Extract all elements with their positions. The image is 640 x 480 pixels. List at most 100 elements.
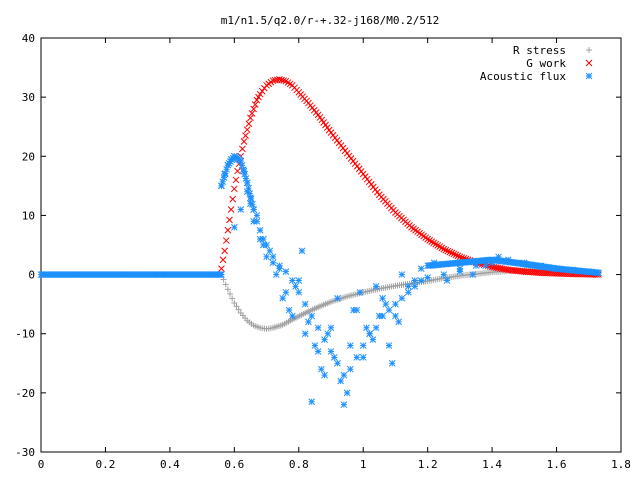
data-point [454,252,462,260]
data-point [250,105,258,113]
data-point [222,237,230,244]
data-point [233,303,240,310]
data-point [250,217,258,225]
data-point [263,253,270,261]
data-point [495,253,502,261]
data-point [346,365,354,373]
data-point [404,288,412,296]
data-point [334,359,341,367]
data-point [235,306,242,313]
data-point [288,277,296,284]
data-point [317,365,325,373]
data-point [253,217,261,225]
plot-frame [40,37,622,453]
data-point [256,226,264,234]
data-point [327,348,335,355]
data-point [250,206,258,213]
series-layer [37,76,602,409]
data-point [398,271,406,278]
data-point [238,162,246,169]
data-point [243,126,251,134]
data-point [242,175,250,182]
data-point [432,240,440,248]
data-point [500,265,508,273]
data-point [269,253,277,261]
data-point [219,256,227,264]
data-point [417,265,425,273]
data-point [301,300,309,308]
data-point [340,371,348,379]
data-point [311,342,319,349]
data-point [482,262,490,270]
data-point [242,132,249,139]
data-point [245,184,252,192]
data-point [392,312,399,320]
data-point [369,336,377,343]
data-point [218,182,225,190]
data-point [239,145,246,153]
data-point [372,283,380,290]
data-point [230,223,238,231]
data-point [452,251,460,259]
data-point [340,401,348,409]
y-tick-label: 10 [22,209,35,222]
data-point [224,161,232,169]
y-tick-label: 20 [22,150,35,163]
legend-label: R stress [513,44,566,57]
data-point [356,288,364,296]
data-point [385,342,393,349]
legend-marker [585,72,593,80]
data-point [243,179,251,187]
data-point [237,157,245,165]
data-point [288,312,296,320]
data-point [395,318,403,326]
data-point [424,274,432,281]
chart-title: m1/n1.5/q2.0/r-+.32-j168/M0.2/512 [221,14,440,27]
data-point [247,194,254,202]
data-point [375,312,383,320]
data-point [372,324,380,332]
data-point [382,300,390,308]
data-point [430,239,438,247]
data-point [276,76,283,83]
data-point [218,271,225,278]
data-point [537,262,544,270]
data-point [353,354,361,361]
data-point [446,248,454,256]
data-point [263,241,270,249]
data-point [314,348,322,355]
data-point [492,264,500,271]
data-point [258,87,266,95]
data-point [472,262,480,270]
data-point [305,318,312,326]
data-point [359,354,367,361]
x-tick-label: 1 [360,458,367,471]
data-point [248,110,256,117]
data-point [272,271,280,278]
data-point [243,188,251,196]
data-point [295,277,303,284]
data-point [321,336,328,343]
data-point [404,283,412,290]
data-point [279,294,287,302]
data-point [222,281,229,288]
x-tick-label: 0 [38,458,45,471]
data-point [411,277,419,284]
data-point [569,266,577,274]
data-point [553,265,560,273]
data-point [385,306,393,314]
data-point [444,247,452,255]
axis-ticks: 0 0.2 0.4 0.6 0.8 1 1.2 1.4 1.6 1.8 40 30 20 10 0 -10 -2… [15,32,631,471]
data-point [440,245,448,253]
data-point [388,359,396,367]
data-point [379,294,386,302]
data-point [456,265,464,273]
data-point [224,286,231,293]
data-point [256,90,264,98]
data-point [247,200,254,207]
data-point [295,288,303,296]
data-point [308,312,316,320]
data-point [224,226,232,234]
data-point [259,235,267,243]
data-point [221,170,229,178]
